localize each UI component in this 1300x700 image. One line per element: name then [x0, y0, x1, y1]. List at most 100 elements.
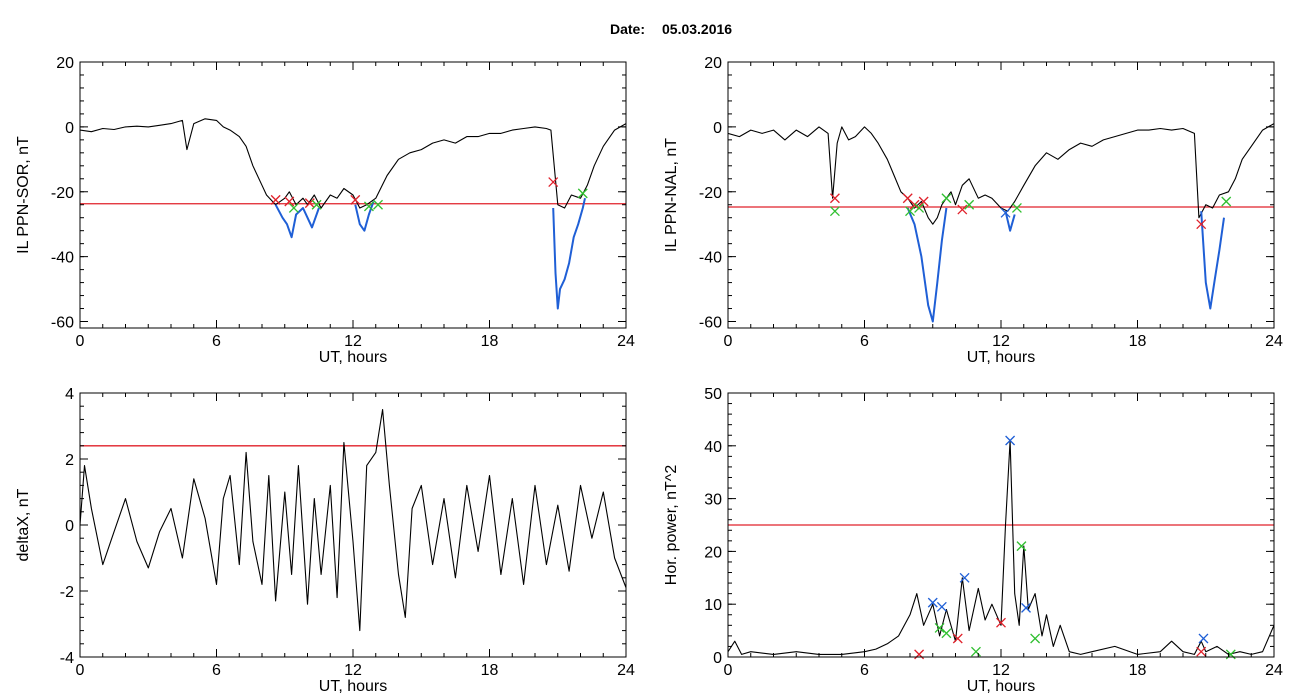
series-line-highlight-1 [906, 207, 948, 323]
series-group [80, 408, 626, 632]
series-line-highlight-2 [1004, 210, 1016, 232]
marker-stroke [934, 623, 945, 633]
y-tick-label: 20 [704, 544, 722, 561]
x-axis-label: UT, hours [319, 678, 387, 695]
x-tick-label: 0 [76, 333, 85, 350]
marker-stroke [1021, 602, 1031, 613]
marker-red-0 [914, 649, 925, 660]
marker-red-0 [829, 193, 840, 204]
x-tick-label: 6 [212, 333, 221, 350]
marker-green-12 [1030, 633, 1041, 644]
marker-stroke [905, 206, 915, 217]
marker-stroke [957, 204, 968, 215]
y-tick-label: 2 [65, 452, 74, 469]
marker-stroke [936, 601, 947, 612]
series-line-highlight-3 [552, 197, 586, 310]
marker-stroke [902, 193, 913, 204]
x-axis-label: UT, hours [967, 678, 1035, 695]
marker-stroke [1011, 203, 1022, 213]
marker-stroke [909, 199, 920, 210]
x-tick-label: 18 [481, 662, 499, 679]
y-tick-label: 0 [65, 120, 74, 137]
marker-red-1 [284, 196, 295, 207]
y-axis-label: IL PPN-NAL, nT [663, 138, 680, 252]
marker-stroke [288, 203, 299, 213]
marker-stroke [1198, 633, 1209, 644]
marker-red-8 [957, 204, 968, 215]
marker-blue-11 [1021, 602, 1031, 613]
marker-blue-2 [936, 601, 947, 612]
marker-green-7 [971, 646, 981, 657]
y-tick-label: 30 [704, 492, 722, 509]
series-line-trace-0 [80, 408, 626, 632]
y-tick-label: 0 [713, 650, 722, 667]
series-line-highlight-3 [1200, 211, 1225, 310]
marker-stroke [270, 194, 281, 205]
y-tick-label: -60 [51, 315, 74, 332]
y-tick-label: 0 [713, 120, 722, 137]
marker-red-0 [270, 194, 281, 205]
series-group [728, 123, 1274, 323]
marker-red-5 [350, 194, 361, 205]
panel-il-ppn-sor: 0 6 12 18 24 -60 -40 -20 0 20 UT, hours IL PPN-SOR,… [15, 55, 635, 366]
y-tick-label: -60 [699, 315, 722, 332]
marker-red-13 [1196, 646, 1207, 657]
x-tick-label: 18 [1129, 662, 1147, 679]
x-tick-label: 0 [724, 333, 733, 350]
marker-green-3 [905, 206, 915, 217]
x-tick-label: 0 [76, 662, 85, 679]
marker-blue-10 [1000, 207, 1011, 218]
marker-stroke [952, 633, 963, 644]
x-tick-label: 6 [212, 662, 221, 679]
marker-stroke [941, 193, 952, 204]
marker-stroke [373, 199, 383, 210]
y-tick-label: 20 [56, 55, 74, 72]
x-tick-label: 6 [860, 662, 869, 679]
marker-blue-9 [1005, 435, 1016, 446]
y-tick-label: -4 [60, 650, 74, 667]
marker-stroke [918, 196, 929, 207]
marker-stroke [927, 597, 938, 608]
marker-red-6 [918, 196, 929, 207]
y-tick-label: 50 [704, 386, 722, 403]
marker-green-3 [934, 623, 945, 633]
marker-stroke [548, 177, 559, 187]
y-axis-label: IL PPN-SOR, nT [15, 136, 32, 254]
marker-stroke [829, 206, 840, 217]
marker-stroke [350, 194, 361, 205]
x-tick-label: 24 [1265, 662, 1283, 679]
x-tick-label: 24 [617, 662, 635, 679]
marker-green-4 [941, 628, 952, 639]
marker-green-4 [311, 199, 322, 210]
marker-red-8 [548, 177, 559, 187]
marker-blue-14 [1198, 633, 1209, 644]
marker-stroke [914, 203, 925, 213]
marker-stroke [1016, 541, 1027, 552]
marker-stroke [1196, 646, 1207, 657]
marker-green-1 [829, 206, 840, 217]
marker-green-7 [941, 193, 952, 204]
marker-red-5 [952, 633, 963, 644]
marker-stroke [311, 199, 322, 210]
y-axis-label: deltaX, nT [15, 488, 32, 561]
date-value: 05.03.2016 [662, 21, 732, 37]
marker-stroke [1221, 196, 1232, 207]
y-tick-label: -40 [51, 250, 74, 267]
marker-green-10 [1016, 541, 1027, 552]
y-tick-label: 0 [65, 518, 74, 535]
x-axis-label: UT, hours [967, 349, 1035, 366]
marker-stroke [1196, 219, 1207, 230]
y-tick-label: -20 [51, 185, 74, 202]
x-tick-label: 12 [344, 333, 362, 350]
marker-stroke [996, 617, 1006, 628]
marker-stroke [964, 199, 975, 210]
marker-red-12 [1196, 219, 1207, 230]
y-tick-label: 4 [65, 386, 74, 403]
marker-green-2 [288, 203, 299, 213]
x-tick-label: 24 [617, 333, 635, 350]
y-axis-label: Hor. power, nT^2 [663, 465, 680, 586]
x-tick-label: 12 [992, 662, 1010, 679]
y-tick-label: -2 [60, 584, 74, 601]
marker-blue-1 [927, 597, 938, 608]
panel-il-ppn-nal: 0 6 12 18 24 -60 -40 -20 0 20 UT, hours IL PPN-NAL,… [663, 55, 1283, 366]
